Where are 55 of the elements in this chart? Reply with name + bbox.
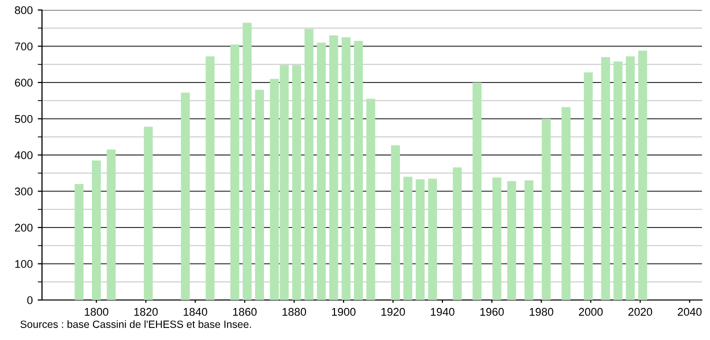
bar <box>366 98 376 300</box>
x-tick-label: 1820 <box>134 308 158 316</box>
bar <box>542 118 551 300</box>
y-tick-label: 500 <box>14 115 33 123</box>
x-tick-label: 1920 <box>382 308 405 316</box>
bar <box>524 180 534 300</box>
bar <box>304 28 314 300</box>
bar <box>638 50 648 300</box>
bar <box>601 57 610 300</box>
y-tick-label: 300 <box>14 188 33 196</box>
y-tick-label: 100 <box>15 260 33 268</box>
source-note: Sources : base Cassini de l'EHESS et base Insee. <box>20 320 251 328</box>
bar <box>342 37 350 300</box>
x-tick-label: 1960 <box>480 308 504 316</box>
y-tick-label: 400 <box>14 151 33 160</box>
bar <box>255 90 264 300</box>
bar <box>492 177 502 300</box>
y-tick-label: 0 <box>27 296 33 304</box>
y-tick-label: 200 <box>14 224 33 232</box>
y-tick-label: 800 <box>14 6 33 14</box>
x-tick-label: 1980 <box>530 308 554 316</box>
bar <box>472 82 482 300</box>
bar <box>584 72 593 300</box>
bar <box>391 145 400 300</box>
x-tick-label: 1880 <box>282 308 306 316</box>
x-tick-label: 1900 <box>332 308 356 316</box>
x-tick-label: 1840 <box>184 308 208 316</box>
bar <box>144 126 153 300</box>
x-tick-label: 2020 <box>628 308 652 316</box>
y-tick-label: 700 <box>15 42 33 50</box>
x-tick-label: 1860 <box>233 308 257 316</box>
bar <box>614 61 622 300</box>
x-tick-label: 2040 <box>678 308 702 316</box>
bar <box>74 184 84 300</box>
bar <box>242 22 252 300</box>
bar <box>106 150 116 300</box>
y-tick-label: 600 <box>15 78 33 87</box>
bar <box>180 92 190 300</box>
bar <box>354 40 363 300</box>
bar <box>416 179 425 300</box>
x-tick-label: 1940 <box>430 308 454 316</box>
bar <box>403 176 412 300</box>
bar <box>329 35 338 300</box>
bar <box>507 181 516 300</box>
bar <box>428 178 438 300</box>
bar <box>562 107 570 300</box>
bar <box>292 65 302 300</box>
bar <box>452 167 462 300</box>
bar <box>92 160 101 300</box>
x-tick-label: 2000 <box>578 308 603 316</box>
bar <box>316 42 326 300</box>
bar <box>230 44 240 300</box>
bar <box>626 56 635 300</box>
bar <box>206 56 215 300</box>
x-tick-label: 1800 <box>84 308 108 316</box>
